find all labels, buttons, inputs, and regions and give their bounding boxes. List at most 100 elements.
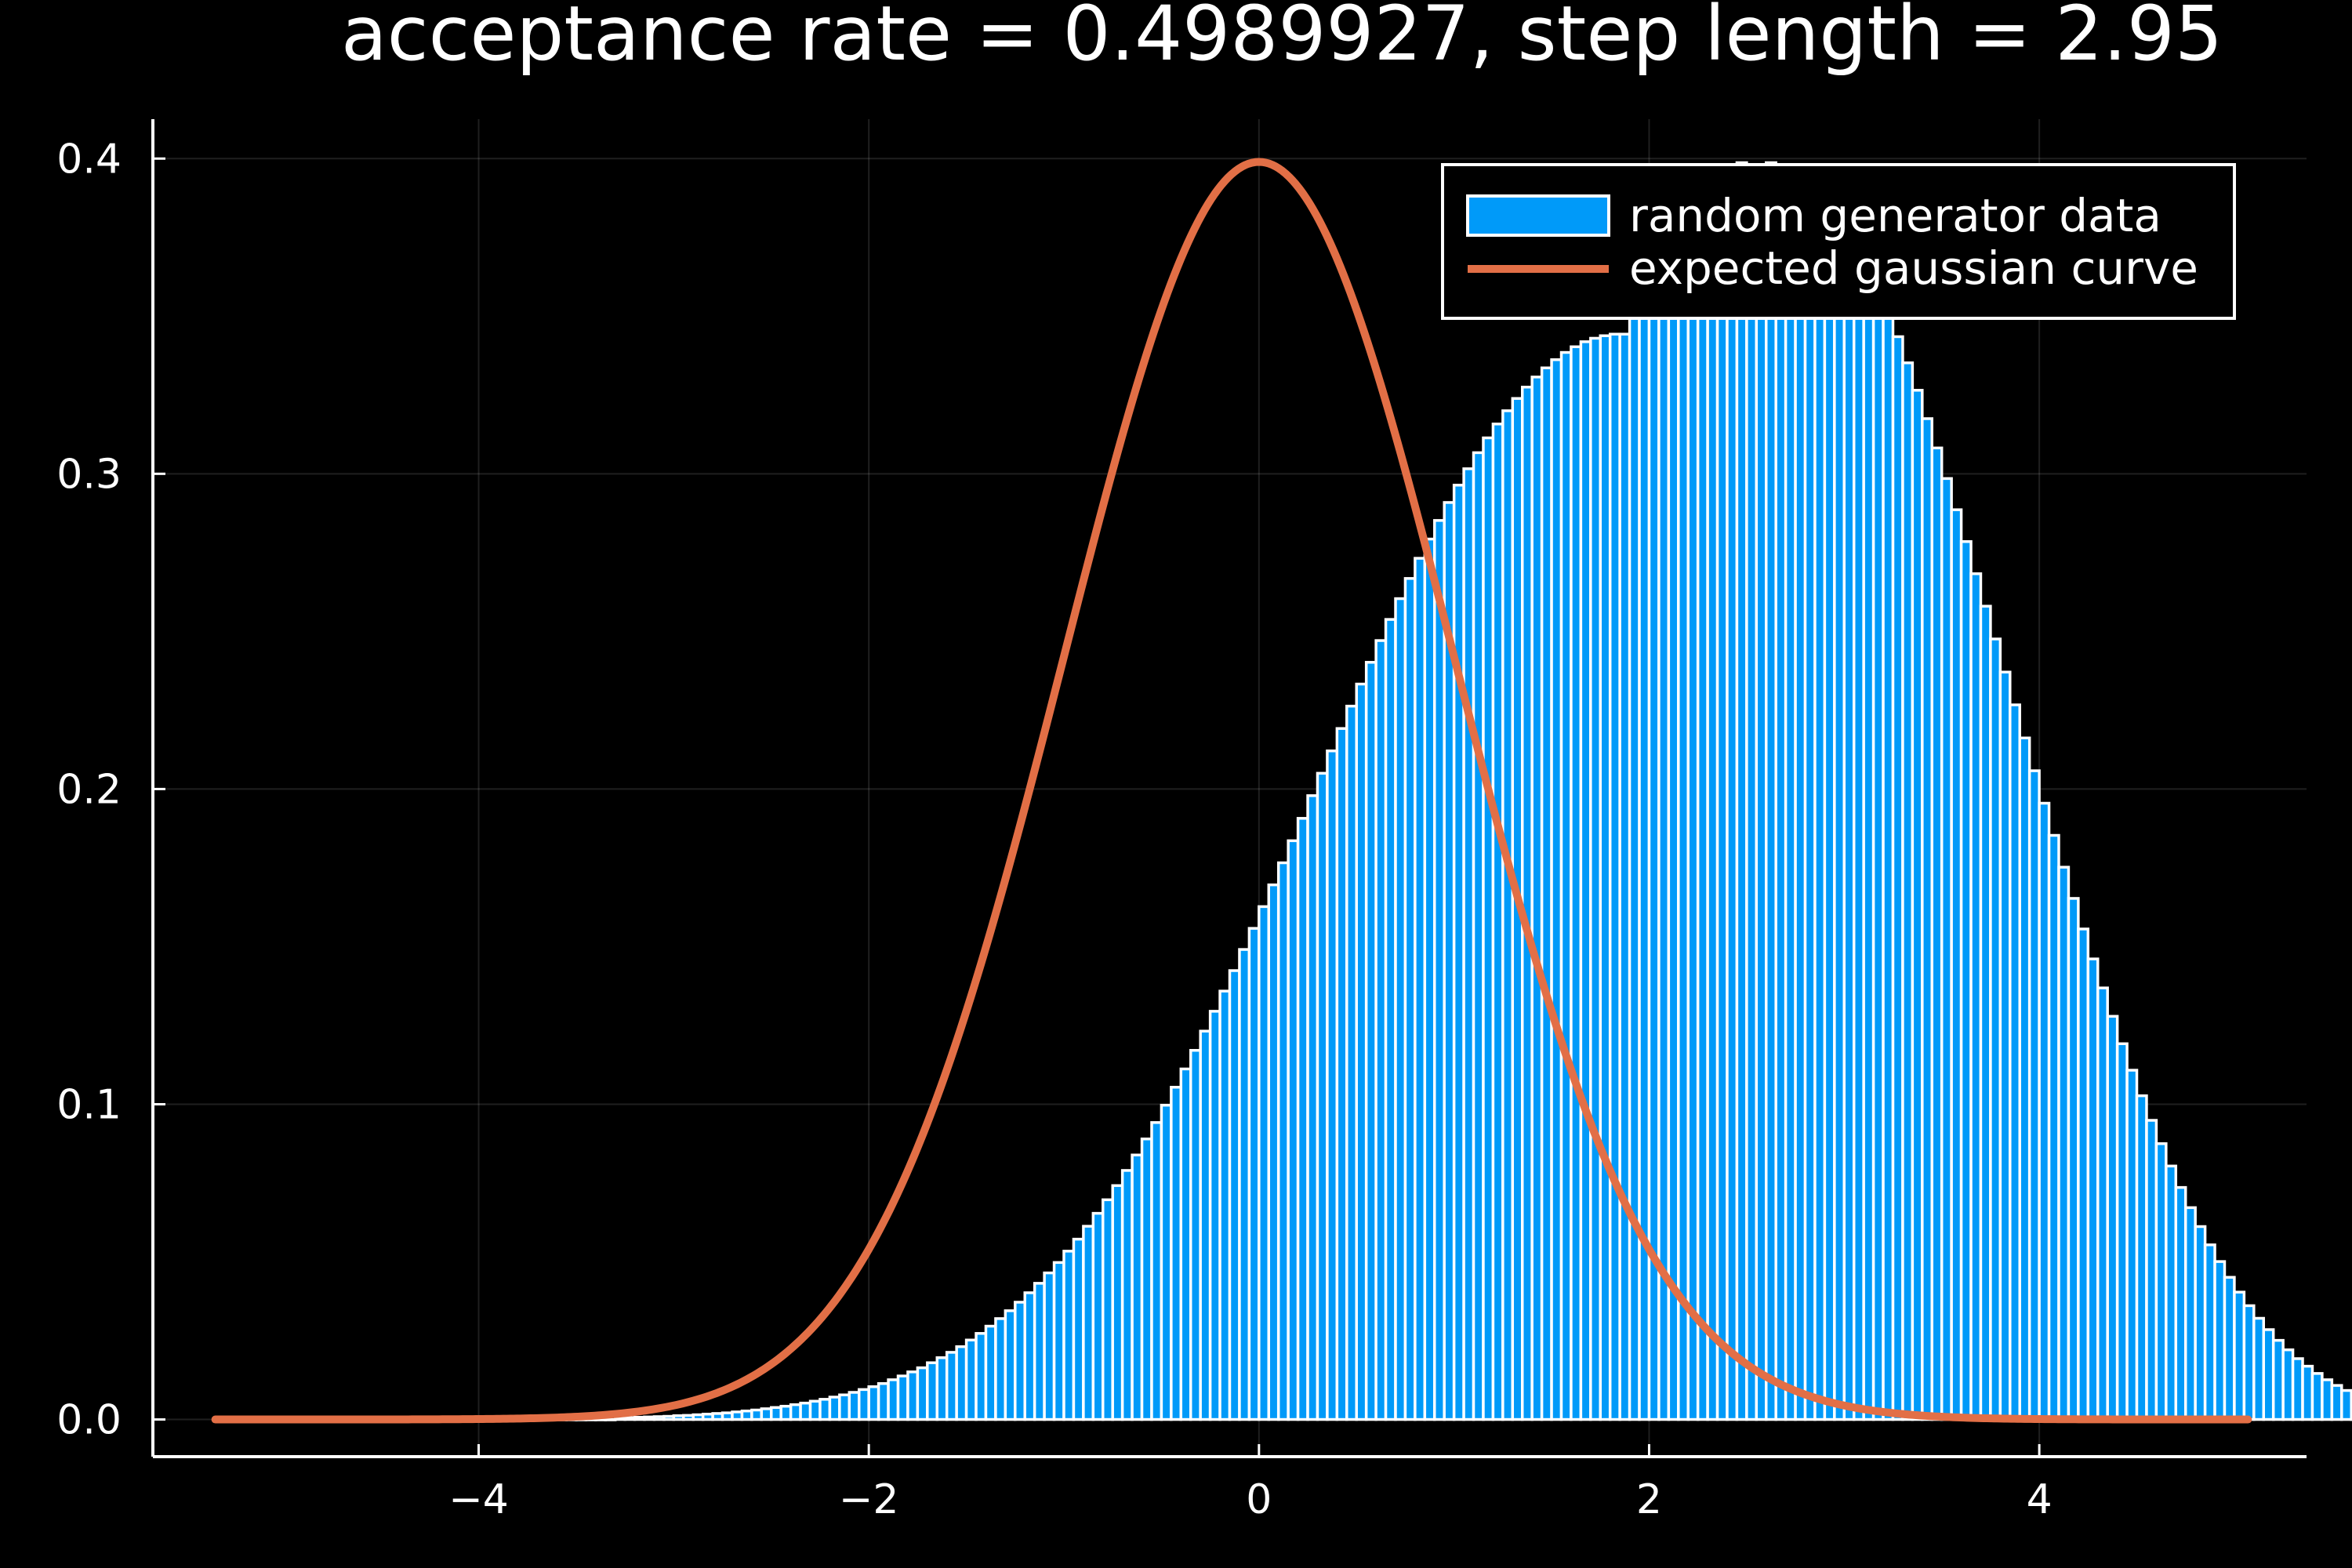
- histogram-bar: [877, 1381, 890, 1421]
- histogram-bar: [1735, 161, 1748, 1421]
- histogram-bar: [1501, 409, 1515, 1421]
- histogram-bar: [779, 1404, 793, 1421]
- histogram-bar: [2321, 1378, 2334, 1421]
- histogram-bar: [1452, 484, 1465, 1421]
- histogram-bar: [838, 1393, 851, 1421]
- y-tick-label: 0.3: [56, 451, 122, 498]
- histogram-bar: [701, 1412, 714, 1421]
- histogram-bar: [1726, 170, 1739, 1421]
- histogram-bar: [2262, 1328, 2275, 1421]
- histogram-bar: [2194, 1225, 2207, 1421]
- histogram-bar: [720, 1411, 734, 1421]
- legend: random generator data expected gaussian …: [1441, 163, 2236, 320]
- x-tick-label: −4: [448, 1476, 509, 1523]
- histogram-bar: [2242, 1304, 2256, 1421]
- histogram-bar: [2233, 1290, 2246, 1421]
- histogram-bar: [1715, 174, 1729, 1421]
- histogram-bar: [731, 1410, 744, 1421]
- histogram-bar: [1803, 182, 1817, 1421]
- histogram-bar: [1091, 1211, 1105, 1421]
- histogram-bar: [1199, 1029, 1212, 1421]
- histogram-bar: [1570, 345, 1583, 1421]
- y-tick-label: 0.2: [56, 766, 122, 813]
- histogram-bar: [2340, 1388, 2352, 1421]
- histogram-bar: [613, 1416, 626, 1421]
- histogram-bar: [1023, 1291, 1036, 1421]
- histogram-bar: [2183, 1206, 2197, 1421]
- histogram-bar: [2203, 1243, 2216, 1421]
- histogram-bar: [1014, 1301, 1026, 1421]
- histogram-bar: [1559, 350, 1573, 1421]
- histogram-bar: [2310, 1372, 2324, 1421]
- histogram-bar: [2067, 897, 2080, 1421]
- histogram-bar: [1316, 771, 1329, 1421]
- histogram-bar: [1706, 180, 1719, 1421]
- histogram-bar: [984, 1324, 997, 1421]
- histogram-bar: [916, 1366, 929, 1421]
- histogram-bar: [2106, 1014, 2119, 1421]
- histogram-bar: [789, 1403, 802, 1421]
- histogram-bar: [1871, 287, 1885, 1421]
- histogram-bar: [1589, 336, 1602, 1421]
- histogram-bar: [1989, 637, 2002, 1421]
- histogram-bar: [1004, 1309, 1017, 1421]
- histogram-bar: [1267, 883, 1280, 1421]
- histogram-bar: [1326, 750, 1339, 1421]
- histogram-bar: [740, 1409, 753, 1421]
- histogram-bar: [2213, 1260, 2227, 1421]
- histogram-bar: [1550, 358, 1563, 1421]
- histogram-bar: [1745, 168, 1759, 1421]
- histogram-bar: [1052, 1261, 1065, 1421]
- histogram-bar: [955, 1345, 968, 1421]
- x-tick-label: 2: [1636, 1476, 1662, 1523]
- histogram-bar: [2047, 833, 2060, 1421]
- histogram-bar: [1208, 1010, 1221, 1421]
- histogram-bar: [1969, 572, 1983, 1421]
- histogram-bar: [2154, 1142, 2168, 1421]
- histogram-bar: [2174, 1185, 2187, 1421]
- histogram-bar: [1998, 670, 2012, 1421]
- histogram-bar: [1433, 519, 1446, 1421]
- histogram-bar: [1599, 334, 1612, 1421]
- histogram-bar: [1218, 989, 1232, 1421]
- histogram-bar: [2057, 866, 2071, 1421]
- histogram-bar: [2330, 1384, 2343, 1421]
- gaussian-curve-group: [211, 158, 2252, 1424]
- histogram-bar: [1901, 361, 1915, 1421]
- histogram-bar: [2301, 1364, 2314, 1421]
- histogram-bar: [1403, 577, 1417, 1421]
- histogram-bar: [2038, 801, 2051, 1421]
- histogram-bar: [1813, 189, 1827, 1421]
- histogram-bar: [2271, 1338, 2285, 1421]
- histogram-bar: [906, 1370, 920, 1421]
- histogram-bar: [828, 1396, 841, 1421]
- histogram-bar: [1784, 172, 1797, 1421]
- x-tick-label: 4: [2027, 1476, 2053, 1523]
- histogram-bar: [1414, 557, 1427, 1421]
- histogram-bar: [1755, 166, 1768, 1421]
- histogram-bar: [1423, 537, 1436, 1421]
- histogram-bar: [818, 1398, 832, 1421]
- histogram-bar: [1189, 1048, 1202, 1421]
- legend-box: [1441, 163, 2236, 320]
- histogram-bar: [1862, 266, 1875, 1421]
- histogram-bar: [1472, 451, 1485, 1421]
- histogram-bar: [975, 1332, 988, 1421]
- histogram-bar: [1628, 308, 1641, 1421]
- histogram-bar: [1930, 446, 1944, 1421]
- histogram-bar: [2223, 1276, 2236, 1421]
- histogram-bar: [1491, 423, 1504, 1421]
- histogram-bar: [1520, 386, 1534, 1421]
- histogram-bar: [1852, 246, 1865, 1421]
- histogram-bar: [964, 1338, 978, 1421]
- histogram-bar: [1102, 1198, 1114, 1421]
- histogram-bar: [848, 1391, 861, 1421]
- histogram-bar: [682, 1414, 695, 1421]
- histogram-bar: [2281, 1348, 2295, 1421]
- histogram-bar: [1774, 168, 1788, 1421]
- histogram-bar: [604, 1417, 617, 1421]
- histogram-bar: [1131, 1153, 1144, 1421]
- histogram-bar: [623, 1416, 637, 1421]
- histogram-bar: [643, 1415, 656, 1421]
